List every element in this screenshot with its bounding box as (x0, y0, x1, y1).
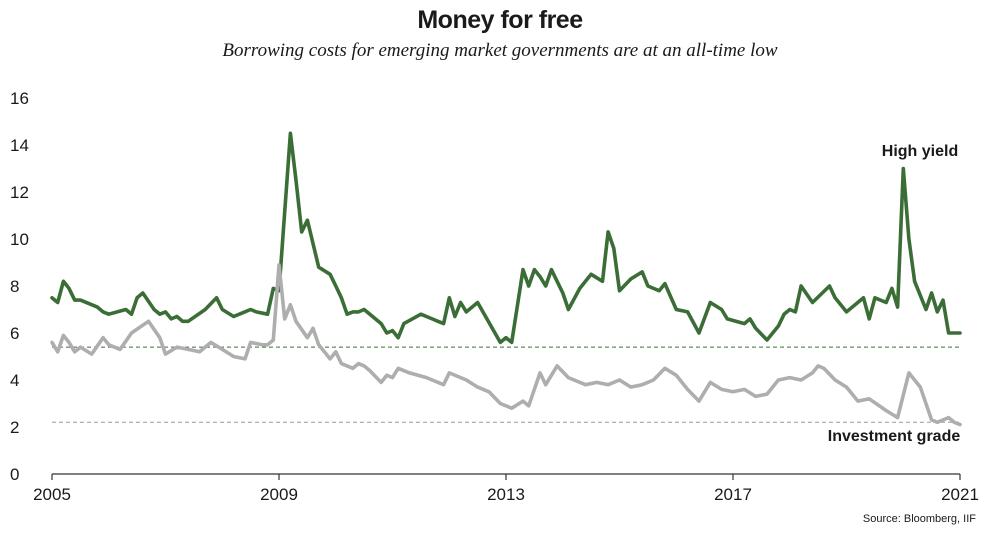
y-tick-label: 0 (10, 465, 19, 484)
chart-series (50, 131, 962, 427)
x-tick-label: 2021 (941, 485, 979, 504)
chart-subtitle: Borrowing costs for emerging market gove… (222, 40, 778, 61)
x-axis-ticks: 2005 2009 2013 2017 2021 (33, 474, 979, 504)
y-tick-label: 4 (10, 371, 19, 390)
y-tick-label: 14 (10, 136, 29, 155)
x-tick-label: 2005 (33, 485, 71, 504)
source-note: Source: Bloomberg, IIF (862, 513, 976, 525)
y-tick-label: 12 (10, 183, 29, 202)
high-yield-label: High yield (882, 143, 958, 160)
x-tick-label: 2013 (487, 485, 525, 504)
chart-title: Money for free (417, 6, 583, 34)
y-tick-label: 16 (10, 89, 29, 108)
y-tick-label: 10 (10, 230, 29, 249)
x-tick-label: 2017 (714, 485, 752, 504)
y-axis-ticks: 0 2 4 6 8 10 12 14 16 (10, 89, 29, 484)
y-tick-label: 8 (10, 277, 19, 296)
high-yield-line (50, 131, 962, 345)
y-tick-label: 6 (10, 324, 19, 343)
series-labels: High yield Investment grade (828, 143, 961, 445)
y-tick-label: 2 (10, 418, 19, 437)
investment-grade-line (50, 263, 962, 427)
reference-lines (52, 346, 960, 423)
investment-grade-label: Investment grade (828, 428, 961, 445)
x-tick-label: 2009 (260, 485, 298, 504)
